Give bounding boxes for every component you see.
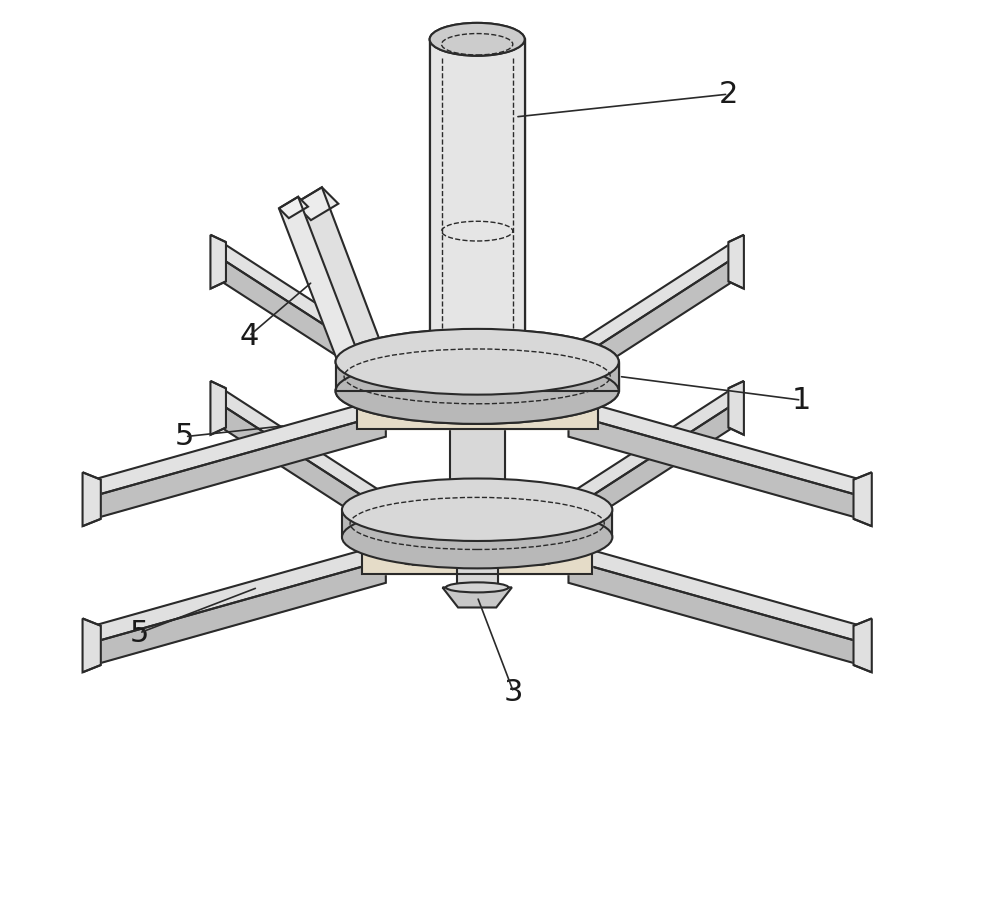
Text: 1: 1 [792,386,811,414]
Polygon shape [569,414,861,519]
Ellipse shape [336,358,619,424]
Text: 3: 3 [504,678,523,707]
Polygon shape [294,187,338,221]
Text: 4: 4 [239,322,258,351]
Polygon shape [221,242,441,400]
Polygon shape [94,397,386,496]
Ellipse shape [342,505,612,568]
Polygon shape [514,258,733,423]
Text: 5: 5 [175,422,195,451]
Polygon shape [279,197,308,218]
Polygon shape [357,390,598,429]
Polygon shape [342,510,612,537]
Polygon shape [457,537,498,587]
Polygon shape [362,537,592,574]
Polygon shape [728,234,744,289]
Ellipse shape [342,479,612,541]
Ellipse shape [446,583,508,593]
Polygon shape [221,258,441,423]
Polygon shape [430,40,525,369]
Polygon shape [94,560,386,665]
Polygon shape [450,391,505,510]
Polygon shape [442,587,512,607]
Polygon shape [514,388,733,546]
Polygon shape [94,543,386,642]
Polygon shape [728,381,744,435]
Polygon shape [514,242,733,400]
Polygon shape [854,618,872,673]
Polygon shape [854,472,872,527]
Ellipse shape [430,23,525,56]
Ellipse shape [336,358,619,424]
Polygon shape [221,388,441,546]
Polygon shape [430,40,525,369]
Polygon shape [294,187,386,373]
Polygon shape [336,362,619,391]
Polygon shape [569,397,861,496]
Text: 2: 2 [719,80,738,108]
Polygon shape [83,472,101,527]
Polygon shape [279,197,359,369]
Polygon shape [514,404,733,569]
Ellipse shape [430,23,525,56]
Text: 5: 5 [130,618,149,648]
Polygon shape [221,404,441,569]
Polygon shape [94,414,386,519]
Polygon shape [83,618,101,673]
Ellipse shape [336,329,619,394]
Ellipse shape [430,352,525,384]
Ellipse shape [336,329,619,394]
Polygon shape [210,381,226,435]
Polygon shape [569,543,861,642]
Polygon shape [569,560,861,665]
Polygon shape [336,362,619,391]
Polygon shape [210,234,226,289]
